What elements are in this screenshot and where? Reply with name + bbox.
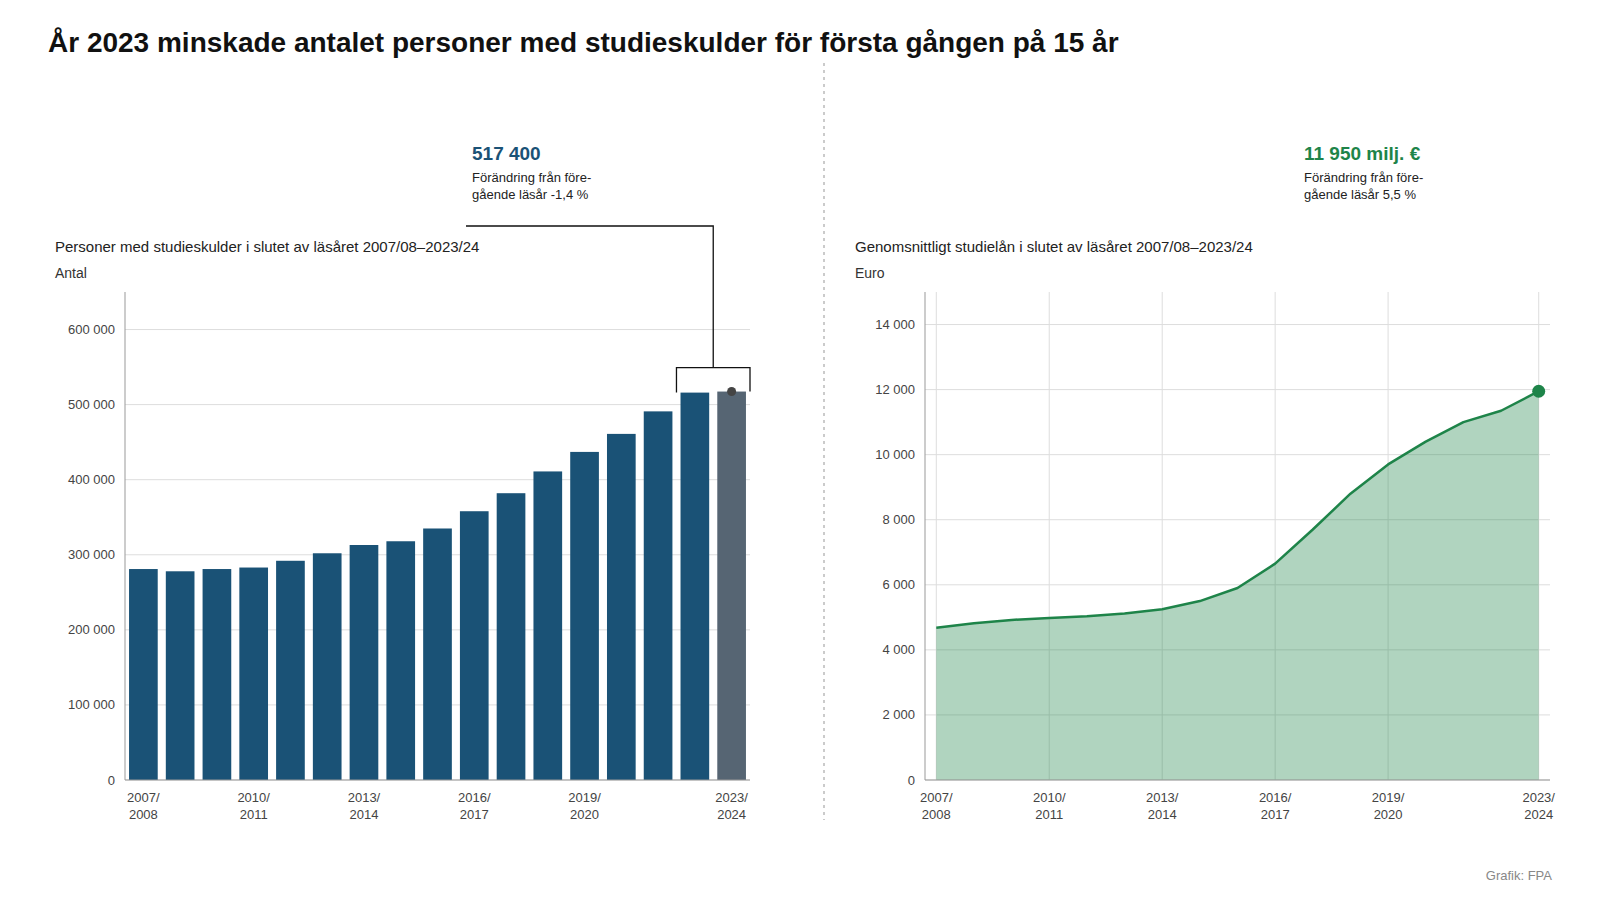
- bar: [423, 528, 452, 780]
- chart-area: Genomsnittligt studielån i slutet av läs…: [855, 143, 1555, 822]
- y-axis-label: Antal: [55, 265, 87, 281]
- y-tick-label: 14 000: [875, 317, 915, 332]
- bar: [313, 553, 342, 780]
- y-tick-label: 8 000: [882, 512, 915, 527]
- y-axis-line: [925, 292, 926, 780]
- y-tick-label: 0: [108, 773, 115, 788]
- connector-line: [466, 226, 713, 368]
- area: [936, 391, 1538, 780]
- annotation-text: Förändring från före-gående läsår 5,5 %: [1304, 170, 1423, 202]
- y-tick-label: 4 000: [882, 642, 915, 657]
- grid-line: [125, 780, 750, 781]
- grid-line: [125, 329, 750, 330]
- separator: [823, 63, 825, 820]
- bar: [644, 411, 673, 780]
- y-tick-label: 400 000: [68, 472, 115, 487]
- bar: [350, 545, 379, 780]
- grid-line: [925, 389, 1550, 390]
- y-tick-label: 10 000: [875, 447, 915, 462]
- bar: [681, 393, 710, 780]
- y-tick-label: 100 000: [68, 697, 115, 712]
- annotation-text: Förändring från före-gående läsår -1,4 %: [472, 170, 591, 202]
- x-tick-label: 2013/2014: [348, 790, 381, 822]
- grid: [125, 330, 750, 780]
- x-axis-line: [925, 780, 1550, 781]
- marks: [936, 391, 1538, 780]
- y-tick-label: 300 000: [68, 547, 115, 562]
- highlight-dot: [1532, 385, 1545, 398]
- bar: [497, 493, 526, 780]
- x-tick-label: 2010/2011: [1033, 790, 1066, 822]
- y-tick-label: 600 000: [68, 322, 115, 337]
- grid-line: [925, 324, 1550, 325]
- y-axis-label: Euro: [855, 265, 885, 281]
- bracket: [466, 226, 750, 393]
- y-tick-label: 200 000: [68, 622, 115, 637]
- x-tick-label: 2019/2020: [568, 790, 601, 822]
- bar: [166, 571, 195, 780]
- x-tick-label: 2010/2011: [237, 790, 270, 822]
- y-tick-label: 2 000: [882, 707, 915, 722]
- x-tick-label: 2013/2014: [1146, 790, 1179, 822]
- line: [936, 391, 1538, 628]
- subtitle: Genomsnittligt studielån i slutet av läs…: [855, 238, 1253, 255]
- title: År 2023 minskade antalet personer med st…: [48, 27, 1119, 58]
- bar: [276, 561, 305, 780]
- x-tick-label: 2023/2024: [1522, 790, 1555, 822]
- bar: [460, 511, 489, 780]
- x-tick-label: 2016/2017: [1259, 790, 1292, 822]
- chart-canvas: Personer med studieskulder i slutet av l…: [0, 0, 1600, 900]
- annotation-value: 11 950 milj. €: [1304, 143, 1421, 164]
- bar: [386, 541, 415, 780]
- bar: [129, 569, 158, 780]
- subtitle: Personer med studieskulder i slutet av l…: [55, 238, 479, 255]
- x-tick-label: 2023/2024: [715, 790, 748, 822]
- bar: [607, 434, 636, 780]
- annotation-value: 517 400: [472, 143, 541, 164]
- y-tick-label: 500 000: [68, 397, 115, 412]
- bar: [717, 392, 746, 780]
- footer: Grafik: FPA: [1486, 868, 1553, 883]
- bar: [570, 452, 599, 780]
- background: [0, 0, 1600, 900]
- y-axis-line: [125, 292, 126, 780]
- chart-bar: Personer med studieskulder i slutet av l…: [55, 143, 750, 822]
- grid-line: [125, 404, 750, 405]
- x-tick-label: 2016/2017: [458, 790, 491, 822]
- grid: [925, 292, 1550, 780]
- y-tick-label: 6 000: [882, 577, 915, 592]
- y-tick-label: 12 000: [875, 382, 915, 397]
- x-tick-label: 2007/2008: [920, 790, 953, 822]
- highlight-dot: [727, 387, 736, 396]
- marks: [129, 392, 746, 780]
- x-tick-label: 2007/2008: [127, 790, 160, 822]
- y-tick-label: 0: [908, 773, 915, 788]
- x-axis-line: [125, 780, 750, 781]
- x-tick-label: 2019/2020: [1372, 790, 1405, 822]
- grid-line: [925, 780, 1550, 781]
- bar: [203, 569, 232, 780]
- bar: [239, 568, 268, 780]
- bracket-line: [676, 368, 750, 393]
- bar: [533, 471, 562, 780]
